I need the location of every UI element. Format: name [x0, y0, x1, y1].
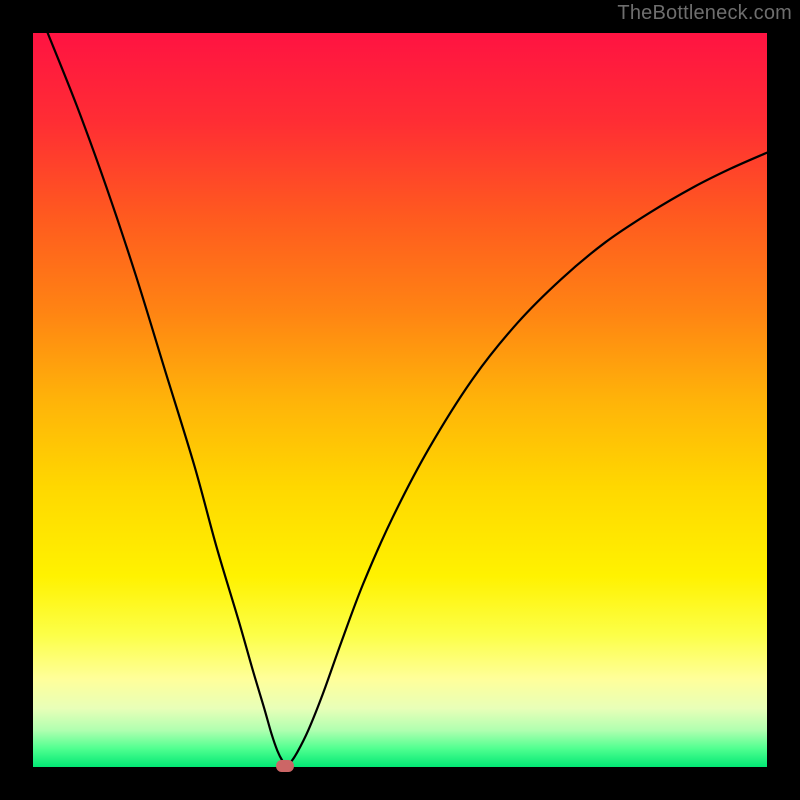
watermark-text: TheBottleneck.com: [617, 2, 792, 25]
optimal-point-marker: [276, 760, 294, 772]
gradient-background: [33, 33, 767, 767]
